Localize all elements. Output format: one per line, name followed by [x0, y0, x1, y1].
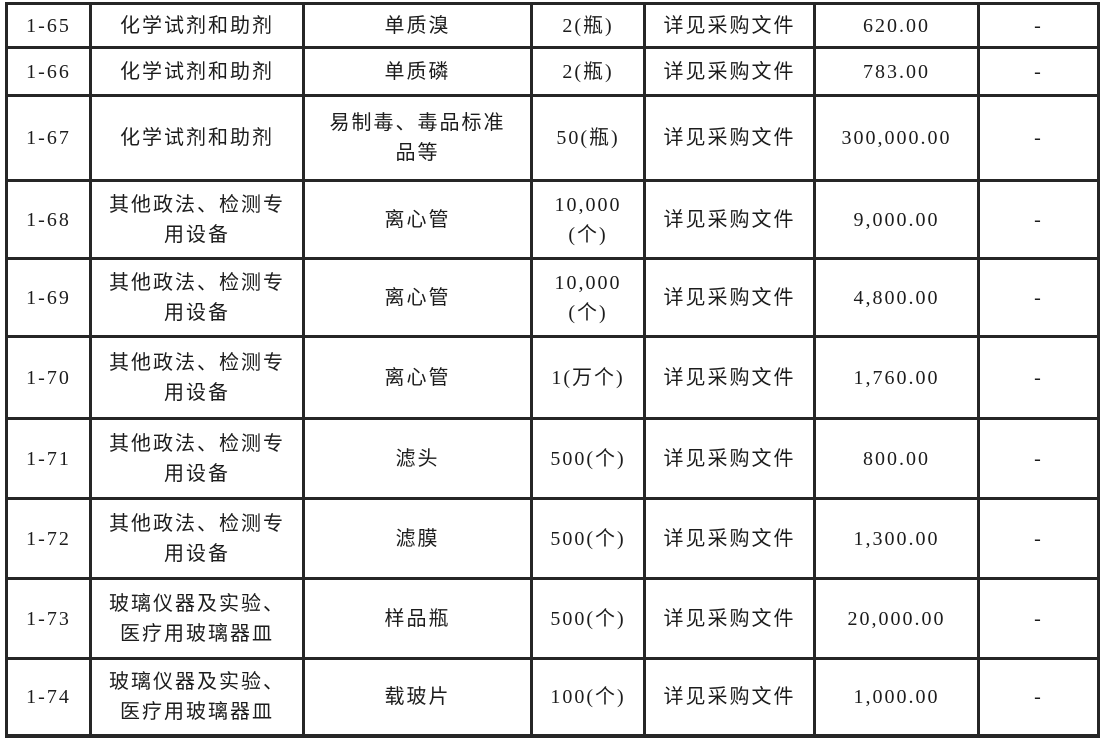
category-cell: 其他政法、检测专 用设备	[89, 179, 305, 260]
item-no-cell: 1-66	[5, 46, 92, 97]
price-cell: 1,300.00	[813, 497, 980, 580]
item-no-cell: 1-67	[5, 94, 92, 182]
note-cell: -	[977, 2, 1100, 49]
quantity-cell: 500(个)	[530, 577, 646, 660]
category-cell: 玻璃仪器及实验、 医疗用玻璃器皿	[89, 657, 305, 737]
note-cell: -	[977, 46, 1100, 97]
spec-cell: 详见采购文件	[643, 497, 816, 580]
item-no-cell: 1-73	[5, 577, 92, 660]
category-cell: 化学试剂和助剂	[89, 46, 305, 97]
quantity-cell: 10,000 (个)	[530, 179, 646, 260]
table-row: 1-74 玻璃仪器及实验、 医疗用玻璃器皿 载玻片 100(个) 详见采购文件 …	[5, 657, 1100, 737]
price-cell: 300,000.00	[813, 94, 980, 182]
spec-cell: 详见采购文件	[643, 257, 816, 338]
price-cell: 1,760.00	[813, 335, 980, 420]
category-cell: 化学试剂和助剂	[89, 2, 305, 49]
item-name-cell: 载玻片	[302, 657, 533, 737]
quantity-cell: 500(个)	[530, 417, 646, 500]
note-cell: -	[977, 577, 1100, 660]
item-no-cell: 1-69	[5, 257, 92, 338]
category-cell: 其他政法、检测专 用设备	[89, 417, 305, 500]
note-cell: -	[977, 497, 1100, 580]
item-no-cell: 1-71	[5, 417, 92, 500]
category-cell: 其他政法、检测专 用设备	[89, 257, 305, 338]
item-name-cell: 单质磷	[302, 46, 533, 97]
quantity-cell: 100(个)	[530, 657, 646, 737]
price-cell: 20,000.00	[813, 577, 980, 660]
category-cell: 玻璃仪器及实验、 医疗用玻璃器皿	[89, 577, 305, 660]
item-name-cell: 滤头	[302, 417, 533, 500]
price-cell: 4,800.00	[813, 257, 980, 338]
spec-cell: 详见采购文件	[643, 577, 816, 660]
table-row: 1-70 其他政法、检测专 用设备 离心管 1(万个) 详见采购文件 1,760…	[5, 335, 1100, 420]
note-cell: -	[977, 657, 1100, 737]
quantity-cell: 2(瓶)	[530, 2, 646, 49]
note-cell: -	[977, 257, 1100, 338]
table-row: 1-73 玻璃仪器及实验、 医疗用玻璃器皿 样品瓶 500(个) 详见采购文件 …	[5, 577, 1100, 660]
item-no-cell: 1-68	[5, 179, 92, 260]
spec-cell: 详见采购文件	[643, 94, 816, 182]
note-cell: -	[977, 335, 1100, 420]
category-cell: 化学试剂和助剂	[89, 94, 305, 182]
price-cell: 620.00	[813, 2, 980, 49]
table-row: 1-72 其他政法、检测专 用设备 滤膜 500(个) 详见采购文件 1,300…	[5, 497, 1100, 580]
spec-cell: 详见采购文件	[643, 335, 816, 420]
price-cell: 800.00	[813, 417, 980, 500]
price-cell: 1,000.00	[813, 657, 980, 737]
item-name-cell: 离心管	[302, 257, 533, 338]
item-no-cell: 1-72	[5, 497, 92, 580]
item-no-cell: 1-70	[5, 335, 92, 420]
quantity-cell: 1(万个)	[530, 335, 646, 420]
note-cell: -	[977, 94, 1100, 182]
quantity-cell: 10,000 (个)	[530, 257, 646, 338]
spec-cell: 详见采购文件	[643, 2, 816, 49]
category-cell: 其他政法、检测专 用设备	[89, 497, 305, 580]
price-cell: 783.00	[813, 46, 980, 97]
quantity-cell: 500(个)	[530, 497, 646, 580]
note-cell: -	[977, 179, 1100, 260]
item-no-cell: 1-74	[5, 657, 92, 737]
item-name-cell: 滤膜	[302, 497, 533, 580]
item-name-cell: 离心管	[302, 335, 533, 420]
procurement-items-table: 1-65 化学试剂和助剂 单质溴 2(瓶) 详见采购文件 620.00 - 1-…	[5, 2, 1100, 738]
item-name-cell: 易制毒、毒品标准 品等	[302, 94, 533, 182]
item-no-cell: 1-65	[5, 2, 92, 49]
item-name-cell: 单质溴	[302, 2, 533, 49]
spec-cell: 详见采购文件	[643, 417, 816, 500]
item-name-cell: 样品瓶	[302, 577, 533, 660]
quantity-cell: 2(瓶)	[530, 46, 646, 97]
table-row: 1-71 其他政法、检测专 用设备 滤头 500(个) 详见采购文件 800.0…	[5, 417, 1100, 500]
table-row: 1-65 化学试剂和助剂 单质溴 2(瓶) 详见采购文件 620.00 -	[5, 2, 1100, 49]
quantity-cell: 50(瓶)	[530, 94, 646, 182]
spec-cell: 详见采购文件	[643, 657, 816, 737]
spec-cell: 详见采购文件	[643, 179, 816, 260]
category-cell: 其他政法、检测专 用设备	[89, 335, 305, 420]
table-body: 1-65 化学试剂和助剂 单质溴 2(瓶) 详见采购文件 620.00 - 1-…	[5, 2, 1100, 737]
table-row: 1-66 化学试剂和助剂 单质磷 2(瓶) 详见采购文件 783.00 -	[5, 46, 1100, 97]
table-row: 1-69 其他政法、检测专 用设备 离心管 10,000 (个) 详见采购文件 …	[5, 257, 1100, 338]
spec-cell: 详见采购文件	[643, 46, 816, 97]
item-name-cell: 离心管	[302, 179, 533, 260]
table-row: 1-67 化学试剂和助剂 易制毒、毒品标准 品等 50(瓶) 详见采购文件 30…	[5, 94, 1100, 182]
table-row: 1-68 其他政法、检测专 用设备 离心管 10,000 (个) 详见采购文件 …	[5, 179, 1100, 260]
price-cell: 9,000.00	[813, 179, 980, 260]
note-cell: -	[977, 417, 1100, 500]
